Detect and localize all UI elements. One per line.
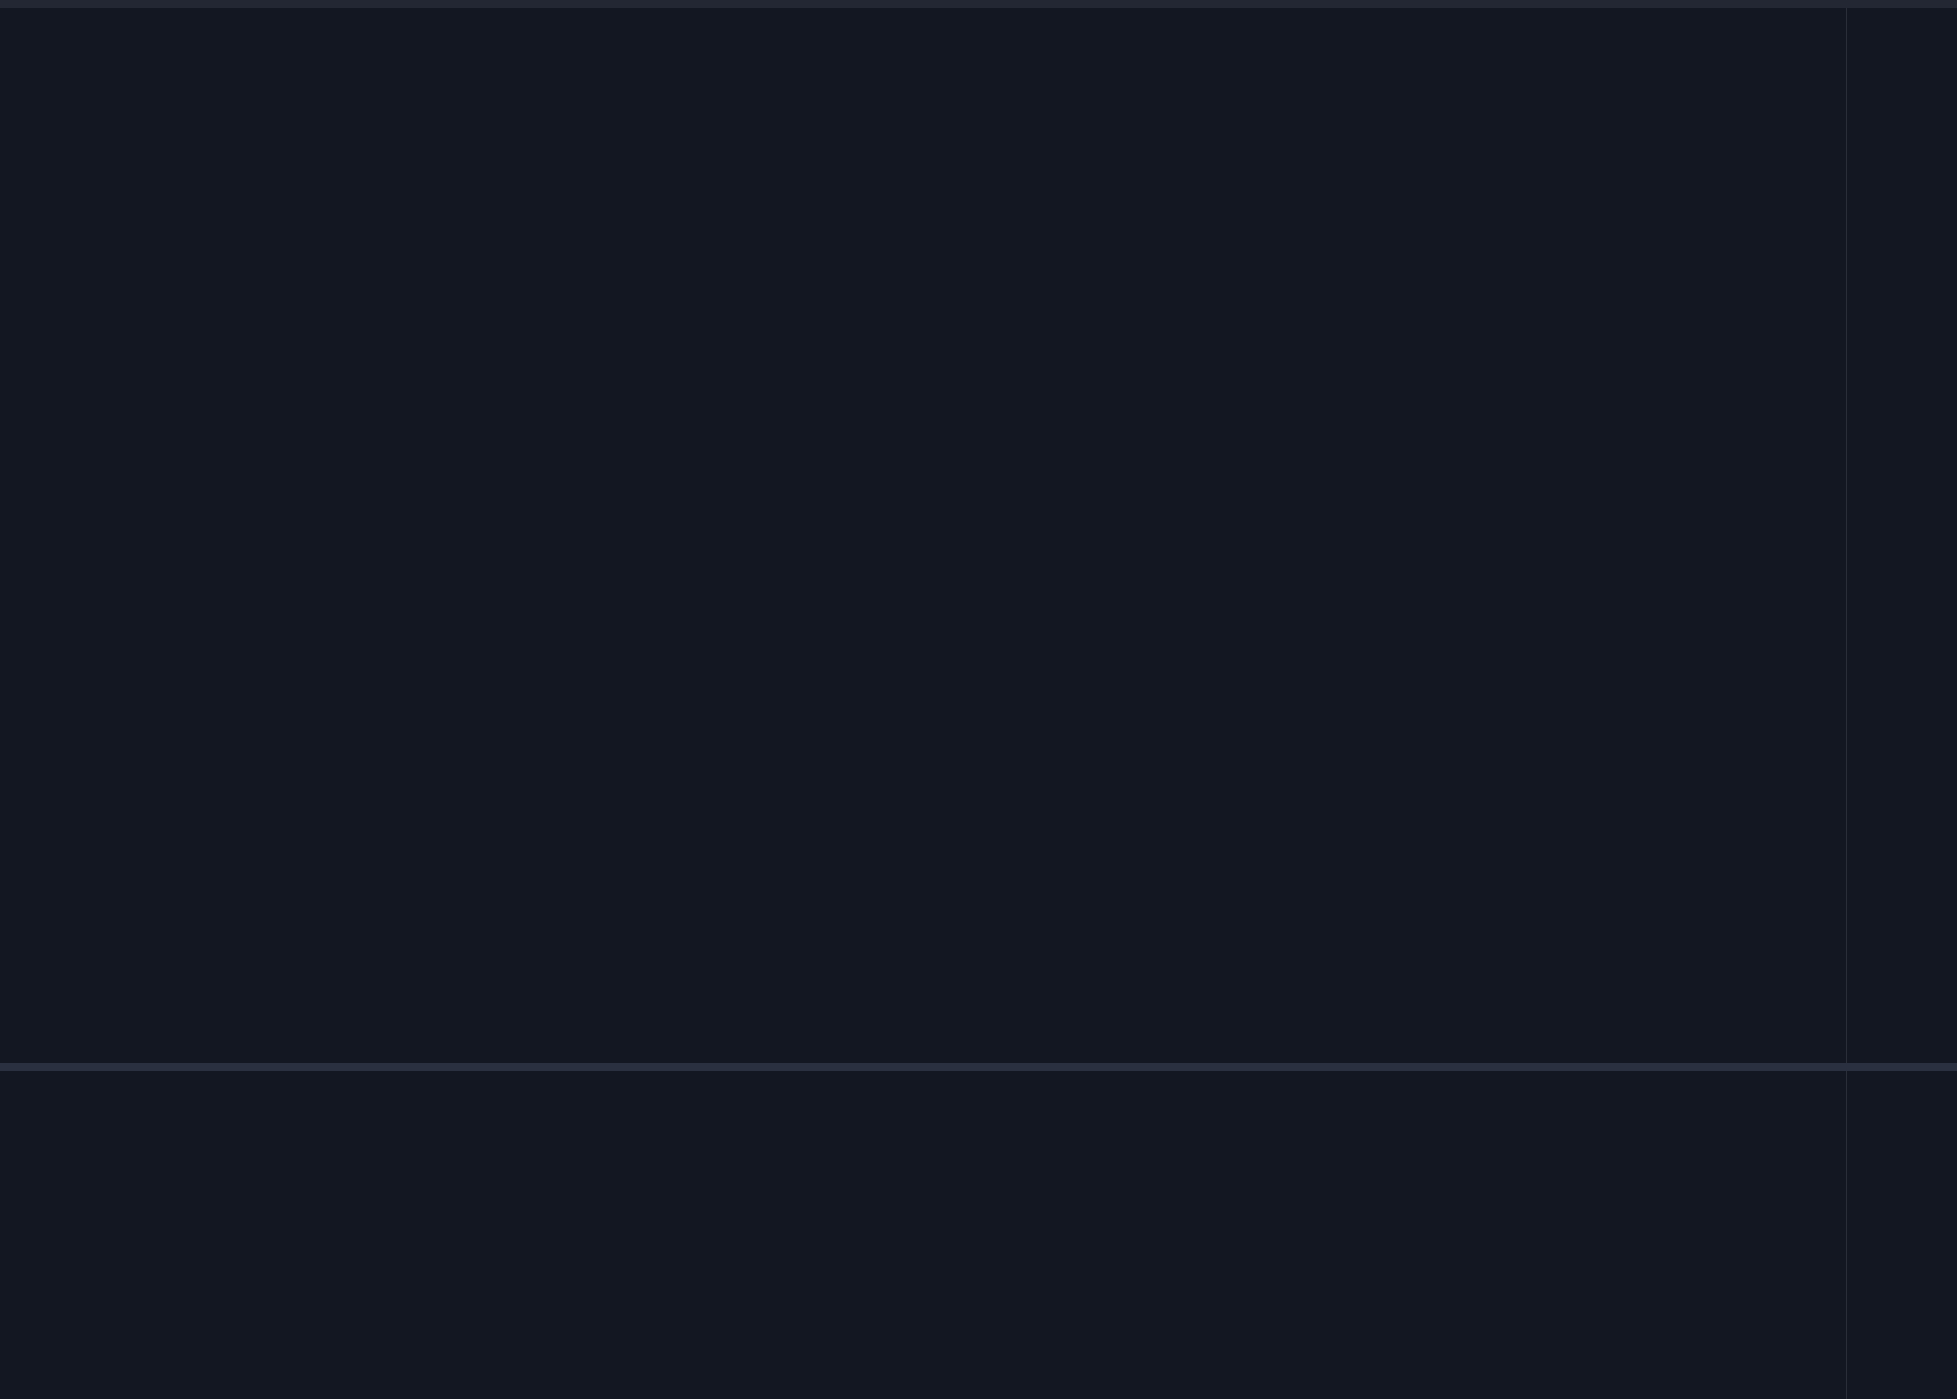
pane-separator[interactable]	[0, 1063, 1957, 1071]
price-axis[interactable]	[1846, 8, 1957, 1063]
price-chart-pane[interactable]	[0, 8, 1846, 1063]
top-strip	[0, 0, 1957, 8]
indicator-pane[interactable]	[0, 1071, 1846, 1399]
indicator-axis[interactable]	[1846, 1071, 1957, 1399]
drawing-annotations-layer	[0, 8, 1846, 1063]
indicator-line-series	[0, 1071, 1846, 1399]
